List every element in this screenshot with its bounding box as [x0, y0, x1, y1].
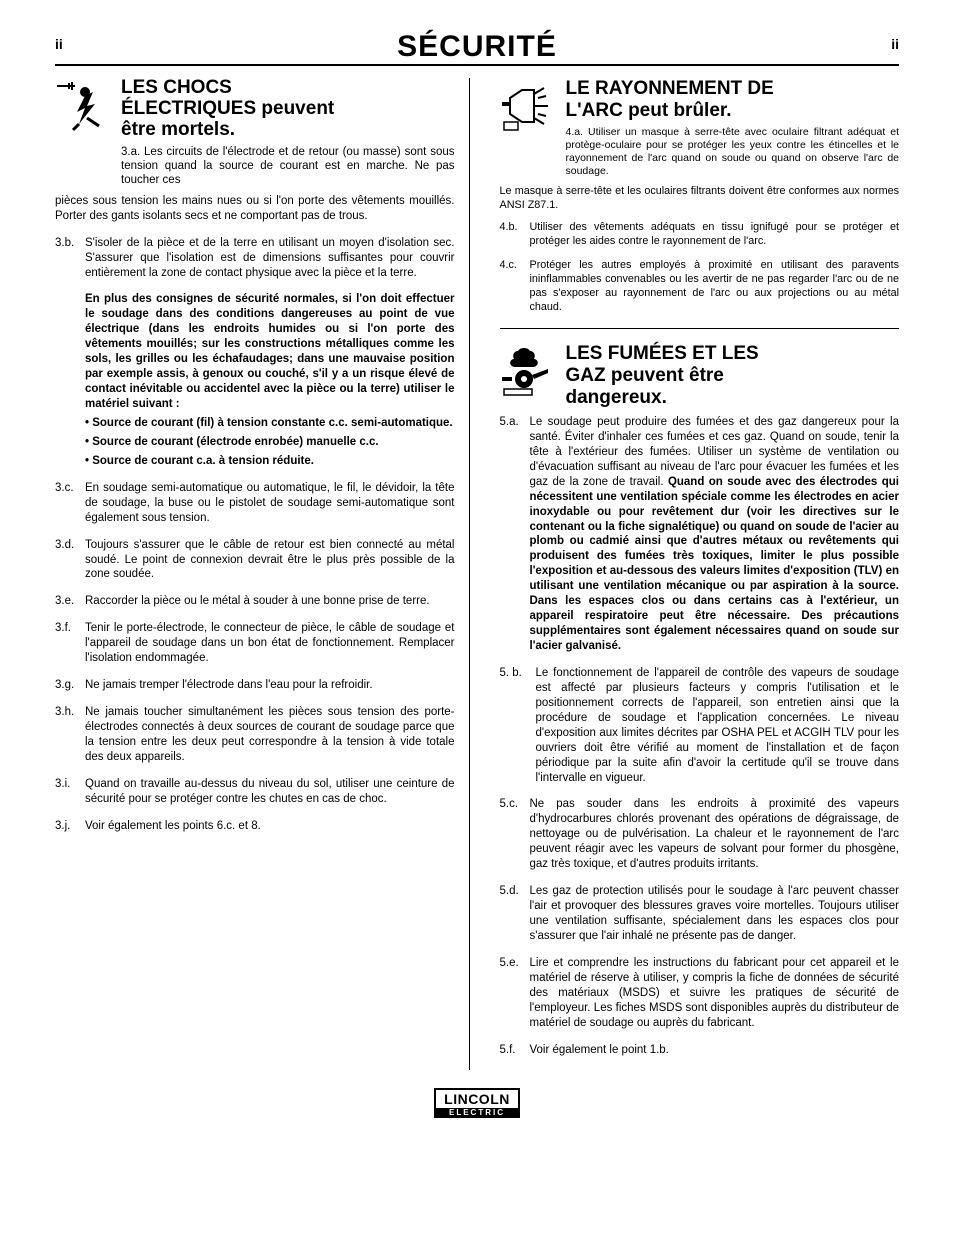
item-3c: 3.c. En soudage semi-automatique ou auto… — [55, 481, 455, 526]
item-4c-txt: Protéger les autres employés à proximité… — [530, 258, 900, 314]
item-4b-txt: Utiliser des vêtements adéquats en tissu… — [530, 220, 900, 248]
brand-logo: LINCOLN ELECTRIC — [434, 1088, 520, 1118]
shock-heading: LES CHOCS ÉLECTRIQUES peuvent être morte… — [121, 78, 455, 141]
page-number-right: ii — [891, 36, 899, 52]
item-3e-txt: Raccorder la pièce ou le métal à souder … — [85, 594, 455, 609]
item-5a: 5.a. Le soudage peut produire des fumées… — [500, 415, 900, 654]
item-3h-txt: Ne jamais toucher simultanément les pièc… — [85, 705, 455, 765]
item-5b-num: 5. b. — [500, 666, 530, 786]
item-5a-num: 5.a. — [500, 415, 519, 430]
arc-section: LE RAYONNEMENT DE L'ARC peut brûler. 4.a… — [500, 78, 900, 329]
brand-name: LINCOLN — [444, 1091, 510, 1107]
item-3g-txt: Ne jamais tremper l'électrode dans l'eau… — [85, 678, 455, 693]
item-3g: 3.g. Ne jamais tremper l'électrode dans … — [55, 678, 455, 693]
shock-3a-rest: pièces sous tension les mains nues ou si… — [55, 194, 455, 224]
arc-4a-lead: 4.a. Utiliser un masque à serre-tête ave… — [566, 126, 900, 179]
item-5c-txt: Ne pas souder dans les endroits à proxim… — [530, 797, 900, 872]
bold-bullet-1: • Source de courant (fil) à tension cons… — [85, 416, 455, 431]
page: ii SÉCURITÉ ii L — [0, 0, 954, 1235]
shock-heading-l3: être mortels. — [121, 119, 235, 140]
shock-section-head: LES CHOCS ÉLECTRIQUES peuvent être morte… — [55, 78, 455, 188]
item-5c-num: 5.c. — [500, 797, 524, 872]
item-5b: 5. b. Le fonctionnement de l'appareil de… — [500, 666, 900, 786]
fumes-heading-l3: dangereux. — [566, 387, 667, 408]
item-5b-txt: Le fonctionnement de l'appareil de contr… — [536, 666, 900, 786]
arc-heading: LE RAYONNEMENT DE L'ARC peut brûler. — [566, 78, 900, 122]
bold-intro-text: En plus des consignes de sécurité normal… — [85, 293, 455, 410]
item-5c: 5.c. Ne pas souder dans les endroits à p… — [500, 797, 900, 872]
shock-heading-l2: ÉLECTRIQUES peuvent — [121, 98, 334, 119]
item-3f: 3.f. Tenir le porte-électrode, le connec… — [55, 621, 455, 666]
item-3j-txt: Voir également les points 6.c. et 8. — [85, 819, 455, 834]
shock-heading-l1: LES CHOCS — [121, 77, 232, 98]
item-5a-bold: Quand on soude avec des électrodes qui n… — [530, 476, 900, 652]
item-5f-num: 5.f. — [500, 1043, 524, 1058]
page-columns: LES CHOCS ÉLECTRIQUES peuvent être morte… — [55, 78, 899, 1070]
arc-heading-l1: LE RAYONNEMENT DE — [566, 78, 774, 99]
item-5d: 5.d. Les gaz de protection utilisés pour… — [500, 884, 900, 944]
item-5d-num: 5.d. — [500, 884, 524, 944]
fumes-section-head: LES FUMÉES ET LES GAZ peuvent être dange… — [500, 343, 900, 409]
shock-3a-lead: 3.a. Les circuits de l'électrode et de r… — [121, 145, 455, 188]
item-3c-num: 3.c. — [55, 481, 79, 526]
item-3i-num: 3.i. — [55, 777, 79, 807]
bold-intro-block: En plus des consignes de sécurité normal… — [85, 292, 455, 468]
item-3c-txt: En soudage semi-automatique ou automatiq… — [85, 481, 455, 526]
arc-heading-l2: L'ARC peut brûler. — [566, 100, 732, 121]
item-3f-num: 3.f. — [55, 621, 79, 666]
item-3j: 3.j. Voir également les points 6.c. et 8… — [55, 819, 455, 834]
item-3h-num: 3.h. — [55, 705, 79, 765]
bold-bullet-3: • Source de courant c.a. à tension rédui… — [85, 454, 455, 469]
item-3b-num: 3.b. — [55, 236, 79, 281]
item-5e-txt: Lire et comprendre les instructions du f… — [530, 956, 900, 1031]
item-4b-num: 4.b. — [500, 220, 524, 248]
item-3g-num: 3.g. — [55, 678, 79, 693]
fumes-heading: LES FUMÉES ET LES GAZ peuvent être dange… — [566, 343, 900, 409]
right-column: LE RAYONNEMENT DE L'ARC peut brûler. 4.a… — [500, 78, 900, 1070]
arc-icon — [500, 78, 556, 134]
item-bold: En plus des consignes de sécurité normal… — [55, 292, 455, 468]
brand-sub: ELECTRIC — [436, 1108, 518, 1118]
page-title: SÉCURITÉ — [397, 30, 557, 65]
item-3e-num: 3.e. — [55, 594, 79, 609]
item-5d-txt: Les gaz de protection utilisés pour le s… — [530, 884, 900, 944]
item-5e-num: 5.e. — [500, 956, 524, 1031]
item-3d: 3.d. Toujours s'assurer que le câble de … — [55, 538, 455, 583]
item-5f-txt: Voir également le point 1.b. — [530, 1043, 900, 1058]
bold-bullet-2: • Source de courant (électrode enrobée) … — [85, 435, 455, 450]
item-3d-num: 3.d. — [55, 538, 79, 583]
fumes-heading-l2: GAZ peuvent être — [566, 365, 724, 386]
page-header: ii SÉCURITÉ ii — [55, 30, 899, 66]
arc-4a-rest: Le masque à serre-tête et les oculaires … — [500, 184, 900, 212]
item-3e: 3.e. Raccorder la pièce ou le métal à so… — [55, 594, 455, 609]
fumes-heading-l1: LES FUMÉES ET LES — [566, 343, 759, 364]
item-5e: 5.e. Lire et comprendre les instructions… — [500, 956, 900, 1031]
page-number-left: ii — [55, 36, 63, 52]
item-4b: 4.b. Utiliser des vêtements adéquats en … — [500, 220, 900, 248]
item-3j-num: 3.j. — [55, 819, 79, 834]
shock-icon — [55, 78, 111, 134]
fumes-icon — [500, 343, 556, 399]
footer-logo: LINCOLN ELECTRIC — [55, 1088, 899, 1120]
item-3d-txt: Toujours s'assurer que le câble de retou… — [85, 538, 455, 583]
arc-section-head: LE RAYONNEMENT DE L'ARC peut brûler. 4.a… — [500, 78, 900, 178]
item-5f: 5.f. Voir également le point 1.b. — [500, 1043, 900, 1058]
left-column: LES CHOCS ÉLECTRIQUES peuvent être morte… — [55, 78, 470, 1070]
item-4c-num: 4.c. — [500, 258, 524, 314]
item-4c: 4.c. Protéger les autres employés à prox… — [500, 258, 900, 314]
item-3h: 3.h. Ne jamais toucher simultanément les… — [55, 705, 455, 765]
item-3b-txt: S'isoler de la pièce et de la terre en u… — [85, 236, 455, 281]
item-3b: 3.b. S'isoler de la pièce et de la terre… — [55, 236, 455, 281]
item-3f-txt: Tenir le porte-électrode, le connecteur … — [85, 621, 455, 666]
item-3i-txt: Quand on travaille au-dessus du niveau d… — [85, 777, 455, 807]
item-3i: 3.i. Quand on travaille au-dessus du niv… — [55, 777, 455, 807]
